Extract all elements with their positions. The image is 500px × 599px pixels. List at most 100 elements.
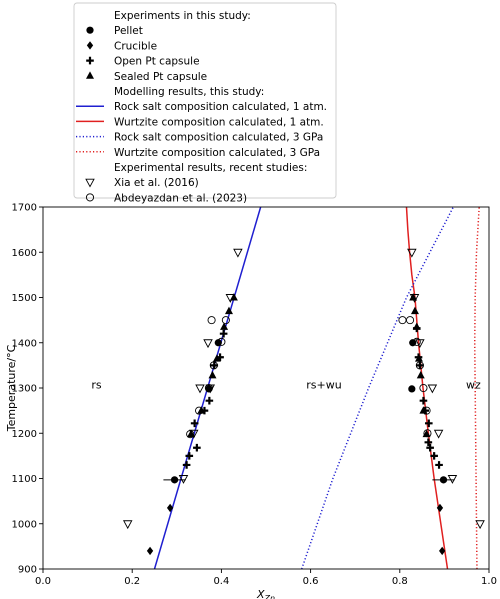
x-tick-label: 0.8	[392, 576, 408, 587]
legend-marker-shape	[86, 41, 94, 50]
data-point	[439, 476, 448, 484]
legend-marker-shape	[86, 71, 94, 79]
data-point	[225, 294, 236, 303]
data-point-shape	[415, 361, 424, 370]
data-point	[233, 248, 243, 258]
data-point-shape	[426, 443, 434, 452]
data-point-shape	[409, 293, 418, 301]
data-point	[210, 361, 219, 370]
data-point-shape	[433, 429, 444, 439]
data-point-shape	[209, 361, 218, 370]
calc-line-3	[473, 207, 480, 569]
data-point	[433, 429, 444, 439]
data-point-shape	[416, 361, 424, 370]
plot-content	[122, 207, 485, 569]
data-point	[406, 316, 415, 325]
legend-marker-shape	[86, 26, 94, 34]
calc-line-1	[405, 207, 449, 569]
data-point-shape	[219, 329, 228, 338]
data-point	[427, 384, 438, 394]
legend-marker-shape	[85, 193, 95, 202]
data-point-shape	[439, 546, 446, 556]
data-point	[219, 329, 228, 338]
data-point-shape	[412, 322, 421, 330]
data-point	[146, 546, 154, 556]
data-point	[439, 546, 446, 556]
data-point	[122, 520, 133, 530]
data-point	[212, 354, 221, 362]
data-point	[422, 406, 431, 415]
data-point-shape	[204, 383, 213, 393]
data-point-shape	[422, 406, 431, 415]
data-point-shape	[220, 322, 229, 330]
plot-area: rs rs+wu wz	[91, 207, 485, 569]
y-tick-label: 1200	[12, 429, 37, 440]
data-point-shape	[182, 461, 191, 469]
data-point-shape	[447, 475, 458, 484]
y-tick-label: 1600	[12, 248, 37, 259]
data-point-shape	[193, 443, 201, 452]
x-axis-label: XZn	[256, 588, 275, 599]
data-point	[426, 443, 434, 452]
data-point-shape	[178, 475, 189, 484]
data-point	[217, 337, 226, 346]
data-point	[410, 306, 419, 315]
data-point-shape	[146, 546, 154, 556]
x-tick-label: 1.0	[481, 576, 497, 587]
legend-marker-shape	[86, 56, 94, 65]
x-axis-label-main: X	[256, 588, 265, 599]
x-tick-label: 0.6	[303, 576, 319, 587]
x-tick-label: 0.0	[35, 576, 51, 587]
data-point	[424, 438, 433, 447]
data-point-shape	[221, 316, 230, 325]
y-tick-label: 1700	[12, 203, 37, 214]
data-point	[414, 354, 423, 362]
x-tick-label: 0.4	[213, 576, 229, 587]
y-tick-label: 1500	[12, 293, 37, 304]
data-point-shape	[190, 419, 199, 428]
data-point-shape	[424, 438, 433, 447]
region-label: rs+wu	[306, 379, 341, 392]
data-point	[185, 452, 194, 460]
data-point-shape	[436, 503, 444, 513]
data-point	[412, 337, 421, 346]
data-point-shape	[210, 361, 219, 370]
data-point	[424, 419, 433, 428]
legend-label: Abdeyazdan et al. (2023)	[114, 192, 247, 204]
data-point	[195, 384, 205, 394]
data-point-shape	[409, 294, 420, 303]
series-open-pt-capsule	[182, 324, 443, 469]
data-point-shape	[435, 461, 443, 469]
y-tick-label: 1000	[12, 519, 37, 530]
data-point-shape	[423, 429, 432, 438]
data-point	[398, 316, 407, 325]
data-point	[197, 406, 206, 414]
legend-heading: Experimental results, recent studies:	[114, 162, 307, 174]
data-point-shape	[430, 452, 438, 460]
data-point-shape	[203, 339, 213, 349]
legend-label: Wurtzite composition calculated, 1 atm.	[114, 116, 324, 128]
data-point	[415, 361, 424, 370]
data-point-shape	[406, 316, 415, 325]
data-point-shape	[414, 354, 423, 362]
data-point	[220, 322, 229, 330]
data-point-shape	[398, 316, 407, 325]
data-point-shape	[412, 337, 421, 346]
data-point	[204, 383, 213, 393]
data-point	[209, 361, 218, 370]
region-label: wz	[466, 379, 481, 392]
data-point	[419, 383, 428, 393]
data-point	[186, 430, 195, 439]
data-point-shape	[166, 503, 174, 513]
legend-marker	[86, 26, 94, 34]
data-point-shape	[185, 452, 194, 460]
data-point-shape	[195, 384, 205, 394]
data-point	[224, 306, 233, 315]
legend-label: Xia et al. (2016)	[114, 177, 199, 189]
data-point-shape	[407, 248, 417, 258]
data-point-shape	[424, 419, 433, 428]
y-axis-label: Temperature/°C	[5, 344, 18, 432]
legend-label: Open Pt capsule	[114, 56, 200, 68]
data-point	[188, 429, 199, 439]
data-point	[409, 294, 420, 303]
